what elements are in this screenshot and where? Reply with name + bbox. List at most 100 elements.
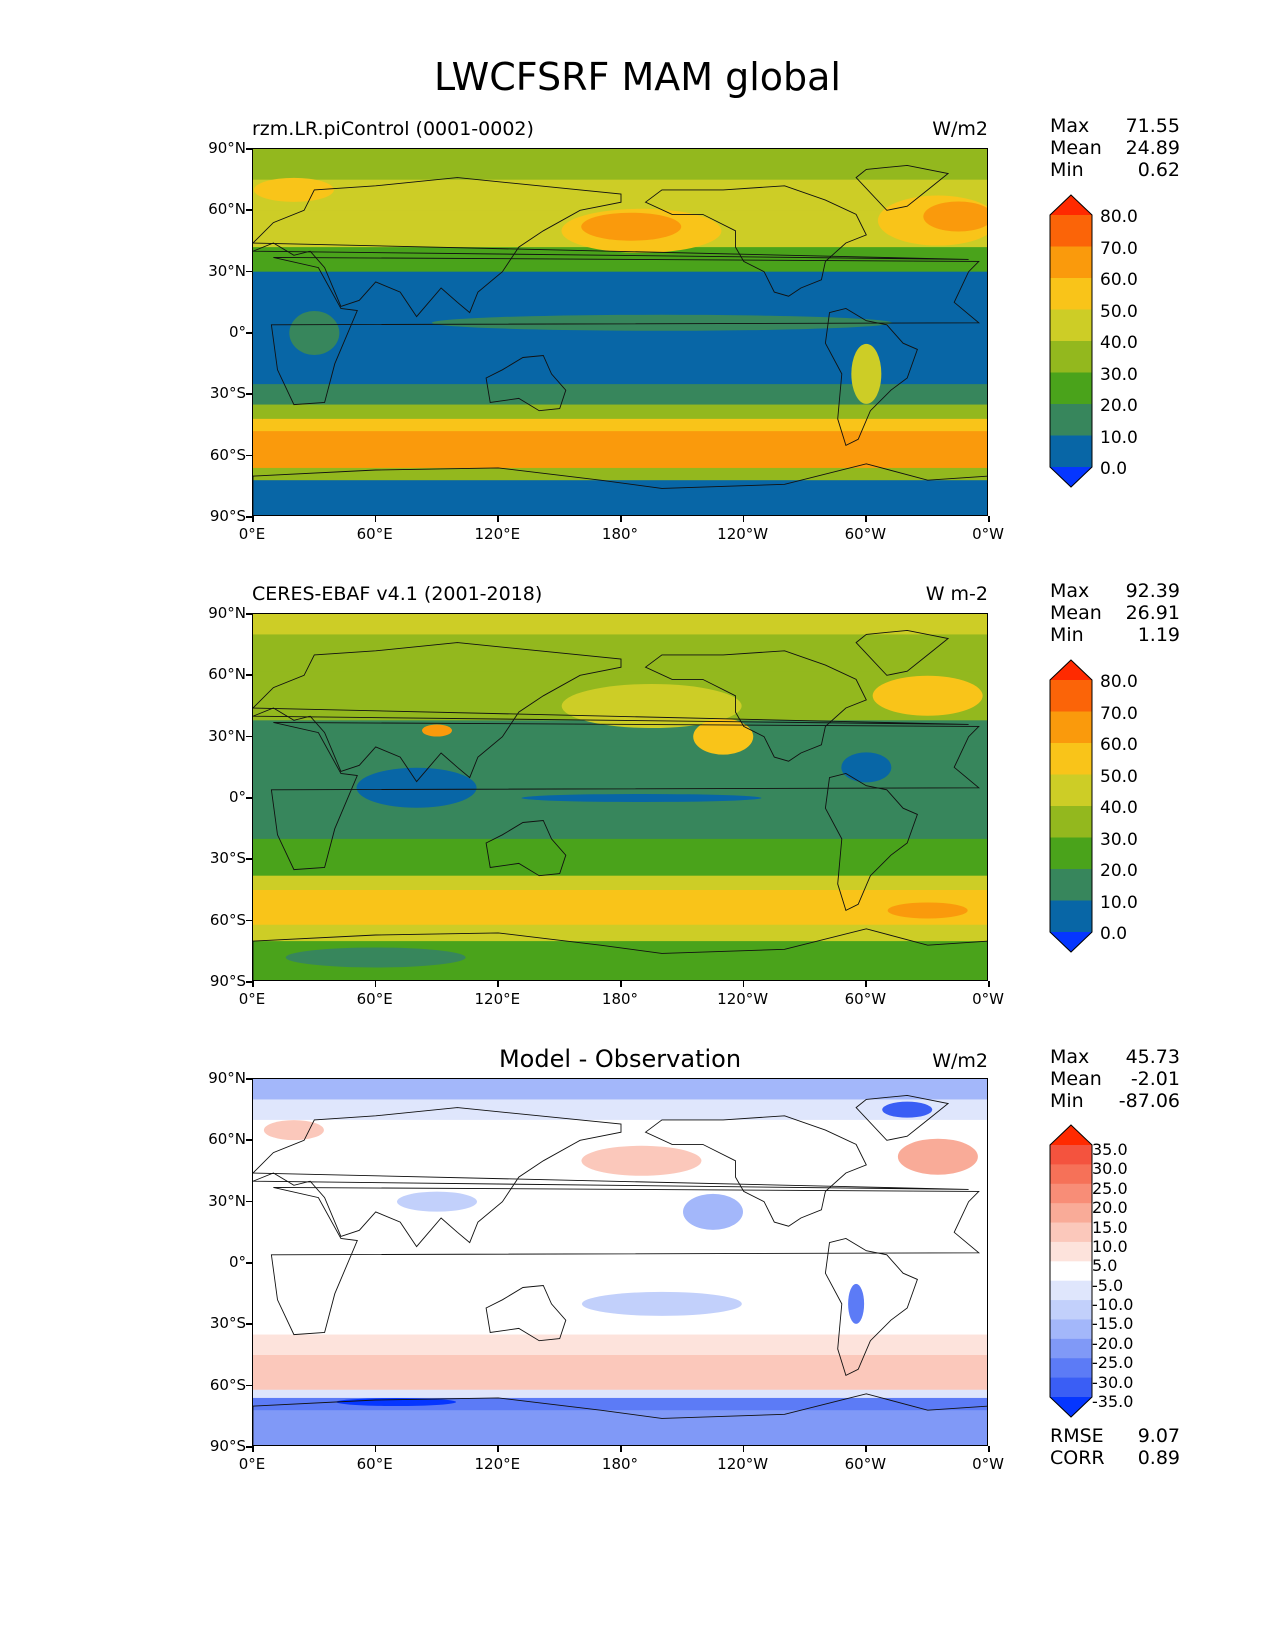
lon-tick-mark [742, 1446, 745, 1452]
field-blob [887, 902, 968, 919]
lon-tick-label: 60°W [844, 990, 887, 1008]
field-band [253, 924, 987, 942]
lat-tick-label: 30°N [208, 726, 246, 745]
lon-tick-label: 120°W [717, 1455, 769, 1473]
lat-tick-mark [246, 1078, 252, 1080]
stat-min: Min -87.06 [1050, 1090, 1180, 1112]
colorbar-extend-bottom [1050, 467, 1092, 487]
colorbar-segment [1050, 711, 1092, 744]
colorbar [1049, 194, 1093, 488]
colorbar-extend-top [1050, 660, 1092, 680]
colorbar-tick-label: 10.0 [1100, 427, 1138, 448]
lon-tick-label: 0°W [972, 1455, 1004, 1473]
lat-tick-mark [246, 674, 252, 676]
colorbar-tick-label: 50.0 [1100, 301, 1138, 322]
field-blob [356, 767, 477, 808]
coastline [485, 1285, 567, 1342]
field-blob [289, 311, 340, 355]
field-blob [923, 201, 987, 232]
lon-tick-mark [252, 516, 254, 522]
colorbar-segment [1050, 341, 1092, 373]
map-plot-model [252, 148, 988, 516]
colorbar-tick-label: -10.0 [1092, 1295, 1134, 1315]
field-blob [897, 1138, 978, 1175]
coastline [270, 721, 981, 871]
field-band [253, 179, 987, 211]
field-band [253, 890, 987, 926]
lon-tick-mark [497, 516, 499, 522]
colorbar-tick-label: 70.0 [1100, 238, 1138, 259]
field-band [253, 431, 987, 469]
coastline [824, 308, 918, 447]
field-blob [693, 718, 754, 755]
metric-rmse: RMSE 9.07 [1050, 1425, 1180, 1447]
panel-title: CERES-EBAF v4.1 (2001-2018) [252, 583, 543, 605]
colorbar-segment [1050, 806, 1092, 838]
metric-corr: CORR 0.89 [1050, 1447, 1180, 1469]
lat-tick-mark [246, 1262, 252, 1264]
field-band [253, 384, 987, 406]
lat-tick-mark [246, 1446, 252, 1448]
colorbar-tick-label: 10.0 [1092, 1236, 1128, 1256]
colorbar-segment [1050, 1164, 1092, 1185]
lat-tick-mark [246, 1139, 252, 1141]
colorbar [1049, 1124, 1093, 1418]
lat-tick-label: 30°S [209, 849, 246, 868]
lon-tick-mark [742, 981, 745, 987]
lat-tick-label: 90°S [209, 507, 246, 525]
colorbar-segment [1050, 1377, 1092, 1398]
lon-tick-mark [252, 981, 254, 987]
colorbar-segment [1050, 1145, 1092, 1165]
stat-min: Min 1.19 [1050, 624, 1180, 646]
lat-tick-mark [246, 148, 252, 150]
field-band [253, 149, 987, 181]
field-blob [841, 752, 892, 783]
colorbar-tick-label: 40.0 [1100, 798, 1138, 818]
lon-tick-label: 0°W [972, 525, 1004, 543]
field-blob [521, 794, 762, 802]
colorbar-segment [1050, 1338, 1092, 1359]
lat-tick-mark [246, 209, 252, 211]
field-band [253, 418, 987, 432]
colorbar-segment [1050, 1241, 1092, 1262]
colorbar-tick-label: 80.0 [1100, 672, 1138, 692]
colorbar-tick-label: 0.0 [1100, 924, 1128, 944]
lat-tick-label: 0° [228, 788, 246, 806]
field-blob [397, 1191, 477, 1212]
metrics-box: RMSE 9.07 CORR 0.89 [1050, 1425, 1180, 1469]
lon-tick-mark [742, 516, 745, 522]
panel-difference: Model - Observation W/m2 Max 45.73 Mean -2… [0, 0, 1275, 1469]
lat-tick-label: 30°N [208, 261, 246, 280]
lon-tick-label: 120°E [474, 1455, 521, 1473]
colorbar-segment [1050, 900, 1092, 933]
panel-units: W/m2 [932, 118, 988, 140]
field-blob [581, 212, 682, 241]
colorbar-segment [1050, 774, 1092, 807]
colorbar-segment [1050, 837, 1092, 870]
coastline [485, 820, 567, 877]
colorbar-segment [1050, 215, 1092, 247]
colorbar-outline [1049, 659, 1093, 953]
colorbar-extend-bottom [1050, 932, 1092, 952]
lon-tick-label: 0°E [238, 990, 266, 1008]
lon-tick-label: 120°E [474, 525, 521, 543]
field-band [253, 875, 987, 891]
colorbar-tick-label: 50.0 [1100, 766, 1138, 787]
lon-tick-mark [374, 516, 377, 522]
colorbar-tick-label: 30.0 [1092, 1159, 1128, 1179]
lat-tick-label: 0° [228, 323, 246, 341]
lat-tick-label: 60°N [208, 200, 246, 219]
field-blob [253, 177, 334, 202]
field-band [253, 614, 987, 635]
lon-tick-mark [620, 1446, 622, 1452]
stat-max: Max 92.39 [1050, 580, 1180, 602]
lon-tick-mark [374, 1446, 377, 1452]
panel-units: W/m2 [932, 1050, 988, 1072]
field-blob [683, 1193, 743, 1230]
field-blob [581, 1291, 742, 1316]
coastline [855, 1094, 950, 1141]
field-blob [882, 1101, 933, 1118]
lat-tick-mark [246, 919, 252, 922]
colorbar-extend-top [1050, 1125, 1092, 1145]
colorbar-tick-label: 60.0 [1100, 270, 1138, 290]
